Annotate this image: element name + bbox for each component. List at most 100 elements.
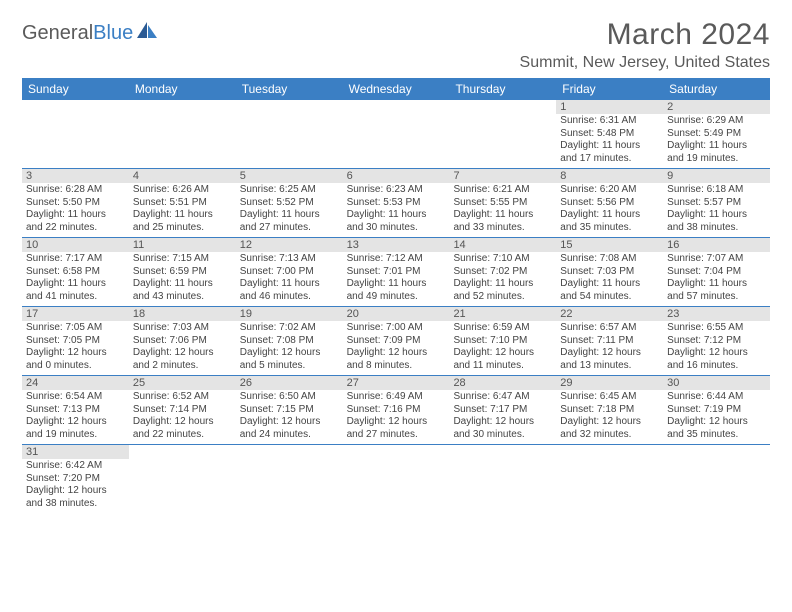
sunrise-line: Sunrise: 6:23 AM xyxy=(347,184,446,197)
sunrise-line: Sunrise: 6:59 AM xyxy=(453,322,552,335)
sunset-line: Sunset: 6:59 PM xyxy=(133,266,232,279)
daylight-line: Daylight: 12 hours and 5 minutes. xyxy=(240,347,339,372)
sunrise-line: Sunrise: 7:07 AM xyxy=(667,253,766,266)
cell-body: Sunrise: 6:59 AMSunset: 7:10 PMDaylight:… xyxy=(449,321,556,375)
sunset-line: Sunset: 7:12 PM xyxy=(667,335,766,348)
sunset-line: Sunset: 7:01 PM xyxy=(347,266,446,279)
daylight-line: Daylight: 11 hours and 41 minutes. xyxy=(26,278,125,303)
day-number: 8 xyxy=(556,169,663,183)
day-number: 12 xyxy=(236,238,343,252)
calendar-week: 31Sunrise: 6:42 AMSunset: 7:20 PMDayligh… xyxy=(22,444,770,513)
calendar-cell: 10Sunrise: 7:17 AMSunset: 6:58 PMDayligh… xyxy=(22,238,129,306)
daylight-line: Daylight: 12 hours and 19 minutes. xyxy=(26,416,125,441)
sunset-line: Sunset: 5:52 PM xyxy=(240,197,339,210)
calendar-cell xyxy=(449,100,556,168)
sunset-line: Sunset: 7:16 PM xyxy=(347,404,446,417)
day-number: 27 xyxy=(343,376,450,390)
day-number xyxy=(129,100,236,114)
sunset-line: Sunset: 7:02 PM xyxy=(453,266,552,279)
sunrise-line: Sunrise: 6:45 AM xyxy=(560,391,659,404)
daylight-line: Daylight: 11 hours and 57 minutes. xyxy=(667,278,766,303)
calendar-cell xyxy=(22,100,129,168)
day-number: 21 xyxy=(449,307,556,321)
calendar-cell xyxy=(236,445,343,513)
daylight-line: Daylight: 12 hours and 35 minutes. xyxy=(667,416,766,441)
cell-body: Sunrise: 7:15 AMSunset: 6:59 PMDaylight:… xyxy=(129,252,236,306)
calendar-cell: 19Sunrise: 7:02 AMSunset: 7:08 PMDayligh… xyxy=(236,307,343,375)
daylight-line: Daylight: 12 hours and 0 minutes. xyxy=(26,347,125,372)
cell-body: Sunrise: 6:47 AMSunset: 7:17 PMDaylight:… xyxy=(449,390,556,444)
day-number: 16 xyxy=(663,238,770,252)
day-number xyxy=(236,100,343,114)
logo: GeneralBlue xyxy=(22,22,159,45)
sunrise-line: Sunrise: 6:25 AM xyxy=(240,184,339,197)
day-number: 14 xyxy=(449,238,556,252)
day-header: Sunday xyxy=(22,78,129,100)
sunrise-line: Sunrise: 6:50 AM xyxy=(240,391,339,404)
cell-body: Sunrise: 6:44 AMSunset: 7:19 PMDaylight:… xyxy=(663,390,770,444)
calendar-cell: 12Sunrise: 7:13 AMSunset: 7:00 PMDayligh… xyxy=(236,238,343,306)
cell-body: Sunrise: 6:20 AMSunset: 5:56 PMDaylight:… xyxy=(556,183,663,237)
sunrise-line: Sunrise: 7:02 AM xyxy=(240,322,339,335)
cell-body: Sunrise: 7:12 AMSunset: 7:01 PMDaylight:… xyxy=(343,252,450,306)
sunrise-line: Sunrise: 6:49 AM xyxy=(347,391,446,404)
day-number xyxy=(449,100,556,114)
sunset-line: Sunset: 7:11 PM xyxy=(560,335,659,348)
sunrise-line: Sunrise: 6:28 AM xyxy=(26,184,125,197)
day-number: 24 xyxy=(22,376,129,390)
sunset-line: Sunset: 7:14 PM xyxy=(133,404,232,417)
day-number: 28 xyxy=(449,376,556,390)
day-header: Saturday xyxy=(663,78,770,100)
calendar-week: 1Sunrise: 6:31 AMSunset: 5:48 PMDaylight… xyxy=(22,100,770,168)
calendar-cell: 27Sunrise: 6:49 AMSunset: 7:16 PMDayligh… xyxy=(343,376,450,444)
calendar-cell: 24Sunrise: 6:54 AMSunset: 7:13 PMDayligh… xyxy=(22,376,129,444)
sunset-line: Sunset: 7:18 PM xyxy=(560,404,659,417)
calendar-cell: 29Sunrise: 6:45 AMSunset: 7:18 PMDayligh… xyxy=(556,376,663,444)
cell-body: Sunrise: 7:00 AMSunset: 7:09 PMDaylight:… xyxy=(343,321,450,375)
logo-text: GeneralBlue xyxy=(22,22,133,45)
day-number xyxy=(343,445,450,459)
day-number: 20 xyxy=(343,307,450,321)
daylight-line: Daylight: 12 hours and 30 minutes. xyxy=(453,416,552,441)
cell-body: Sunrise: 6:18 AMSunset: 5:57 PMDaylight:… xyxy=(663,183,770,237)
cell-body: Sunrise: 6:57 AMSunset: 7:11 PMDaylight:… xyxy=(556,321,663,375)
calendar-cell xyxy=(556,445,663,513)
daylight-line: Daylight: 12 hours and 8 minutes. xyxy=(347,347,446,372)
cell-body: Sunrise: 6:42 AMSunset: 7:20 PMDaylight:… xyxy=(22,459,129,513)
sunset-line: Sunset: 7:03 PM xyxy=(560,266,659,279)
daylight-line: Daylight: 11 hours and 43 minutes. xyxy=(133,278,232,303)
day-number: 10 xyxy=(22,238,129,252)
daylight-line: Daylight: 12 hours and 22 minutes. xyxy=(133,416,232,441)
calendar-cell: 3Sunrise: 6:28 AMSunset: 5:50 PMDaylight… xyxy=(22,169,129,237)
day-header-row: SundayMondayTuesdayWednesdayThursdayFrid… xyxy=(22,78,770,100)
day-number xyxy=(449,445,556,459)
cell-body: Sunrise: 7:08 AMSunset: 7:03 PMDaylight:… xyxy=(556,252,663,306)
sunrise-line: Sunrise: 6:21 AM xyxy=(453,184,552,197)
title-stack: March 2024 Summit, New Jersey, United St… xyxy=(520,18,770,72)
cell-body: Sunrise: 6:28 AMSunset: 5:50 PMDaylight:… xyxy=(22,183,129,237)
sunrise-line: Sunrise: 6:57 AM xyxy=(560,322,659,335)
day-number: 9 xyxy=(663,169,770,183)
sunset-line: Sunset: 7:00 PM xyxy=(240,266,339,279)
day-number: 23 xyxy=(663,307,770,321)
calendar-cell xyxy=(343,100,450,168)
day-number xyxy=(663,445,770,459)
cell-body: Sunrise: 6:54 AMSunset: 7:13 PMDaylight:… xyxy=(22,390,129,444)
day-number: 11 xyxy=(129,238,236,252)
sunrise-line: Sunrise: 7:08 AM xyxy=(560,253,659,266)
sunset-line: Sunset: 7:08 PM xyxy=(240,335,339,348)
daylight-line: Daylight: 12 hours and 13 minutes. xyxy=(560,347,659,372)
header: GeneralBlue March 2024 Summit, New Jerse… xyxy=(22,18,770,72)
sunrise-line: Sunrise: 7:17 AM xyxy=(26,253,125,266)
sail-icon xyxy=(137,22,159,45)
weeks-container: 1Sunrise: 6:31 AMSunset: 5:48 PMDaylight… xyxy=(22,100,770,513)
day-number: 31 xyxy=(22,445,129,459)
cell-body: Sunrise: 6:45 AMSunset: 7:18 PMDaylight:… xyxy=(556,390,663,444)
sunrise-line: Sunrise: 6:20 AM xyxy=(560,184,659,197)
day-number: 26 xyxy=(236,376,343,390)
day-header: Friday xyxy=(556,78,663,100)
calendar-cell: 18Sunrise: 7:03 AMSunset: 7:06 PMDayligh… xyxy=(129,307,236,375)
daylight-line: Daylight: 11 hours and 46 minutes. xyxy=(240,278,339,303)
sunrise-line: Sunrise: 7:03 AM xyxy=(133,322,232,335)
calendar-week: 10Sunrise: 7:17 AMSunset: 6:58 PMDayligh… xyxy=(22,237,770,306)
